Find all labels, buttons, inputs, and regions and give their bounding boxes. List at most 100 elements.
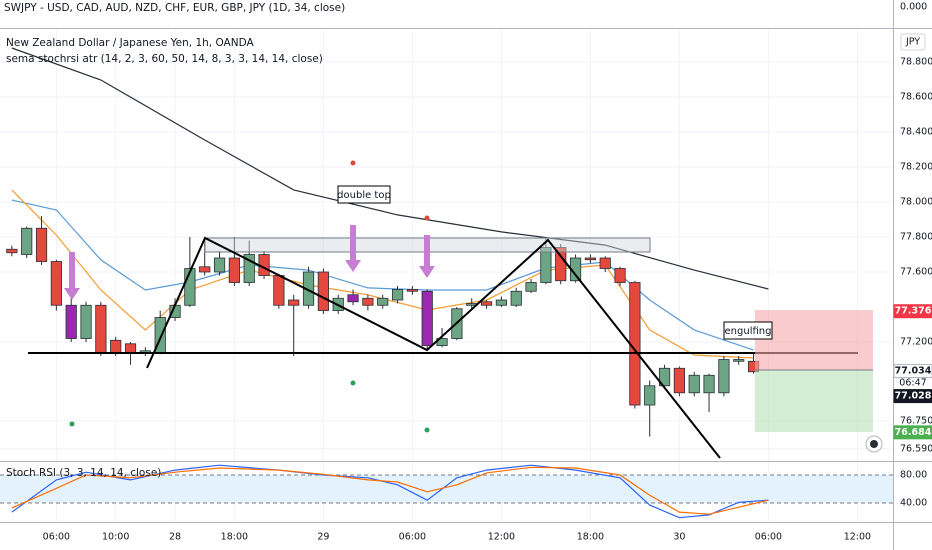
x-tick-label: 10:00: [102, 532, 129, 543]
candle-body: [525, 282, 537, 292]
candle-body: [688, 374, 700, 394]
signal-dot: [424, 215, 430, 221]
candle-body: [658, 367, 671, 387]
price-tag-label: 76.684: [895, 427, 932, 438]
candle-body: [21, 227, 33, 255]
price-tag: [893, 389, 932, 404]
currency: JPY: [905, 37, 920, 48]
candle-body: [644, 385, 656, 406]
price-tag-label: 77.034: [895, 366, 932, 377]
candle-body: [540, 247, 552, 283]
signal-dot: [350, 380, 356, 386]
signal-dot: [350, 160, 356, 166]
stoch-line: [11, 466, 769, 515]
candle-body: [347, 294, 359, 303]
swjpy-axis-label: 0.000: [900, 2, 927, 13]
price-tag: [893, 364, 932, 379]
stoch-title: Stoch RSI (3, 3, 14, 14, close): [6, 467, 161, 479]
currency-box[interactable]: [900, 33, 926, 51]
moving-average: [11, 47, 769, 290]
swjpy-title: SWJPY - USD, CAD, AUD, NZD, CHF, EUR, GB…: [4, 2, 345, 14]
candle-body: [362, 297, 374, 306]
double-top-pattern: [146, 236, 721, 459]
stoch-line: [11, 464, 769, 519]
stoch-band: [0, 475, 893, 504]
price-tag: [893, 425, 932, 440]
y-tick-label: 76.750: [900, 415, 932, 426]
y-tick-label: 77.600: [900, 267, 932, 278]
candle-body: [510, 290, 522, 306]
drawings: double top engulfing: [28, 160, 883, 459]
candle-body: [80, 304, 92, 339]
candle-body: [629, 282, 641, 406]
candle-body: [317, 271, 329, 311]
symbol-title: New Zealand Dollar / Japanese Yen, 1h, O…: [6, 37, 254, 49]
candle-body: [718, 359, 730, 394]
stop-zone: [755, 310, 873, 370]
candle-body: [406, 289, 418, 292]
candle-body: [377, 297, 389, 306]
y-tick-label: 77.200: [900, 337, 932, 348]
y-tick-label: 76.590: [900, 443, 932, 454]
x-tick-label: 30: [673, 532, 685, 543]
signal-dot: [69, 421, 75, 427]
y-tick-label: 80.00: [900, 470, 927, 481]
candle-body: [673, 367, 685, 394]
x-tick-label: 06:00: [43, 532, 70, 543]
x-tick-label: 18:00: [577, 532, 604, 543]
signal-dot: [424, 427, 430, 433]
x-tick-label: 29: [317, 532, 329, 543]
candle-body: [50, 261, 62, 306]
indicator-title: sema stochrsi atr (14, 2, 3, 60, 50, 14,…: [6, 53, 323, 65]
candle-body: [228, 257, 240, 283]
x-tick-label: 18:00: [221, 532, 248, 543]
arrows: [64, 225, 435, 300]
annotation: double top: [337, 190, 391, 201]
x-tick-label: 28: [169, 532, 181, 543]
marks-layer: [6, 47, 769, 519]
candle-body: [65, 304, 77, 339]
candle-body: [421, 290, 433, 346]
x-tick-label: 12:00: [488, 532, 515, 543]
candle-body: [273, 275, 285, 306]
annotation-box: [337, 185, 391, 204]
y-tick-label: 77.800: [900, 231, 932, 242]
candle-body: [35, 227, 48, 262]
arrow: [69, 252, 75, 288]
candle-body: [6, 248, 18, 254]
y-tick-label: 78.000: [900, 196, 932, 207]
candle-body: [95, 304, 107, 353]
arrow-head: [345, 260, 361, 272]
candle-body: [110, 339, 122, 353]
candle-body: [584, 257, 596, 261]
y-tick-label: 40.00: [900, 498, 927, 509]
arrow-head: [64, 288, 80, 300]
y-tick-label: 78.800: [900, 56, 932, 67]
annotation: engulfing: [725, 326, 772, 337]
grid-layer: [0, 29, 893, 522]
candle-body: [184, 268, 196, 306]
x-tick-label: 06:00: [399, 532, 426, 543]
candle-body: [243, 254, 255, 283]
y-tick-label: 78.600: [900, 91, 932, 102]
candle-body: [391, 289, 404, 301]
candle-body: [213, 257, 226, 273]
candle-body: [288, 299, 300, 306]
arrow: [350, 225, 356, 260]
candle-body: [703, 374, 715, 394]
candle-body: [495, 299, 507, 306]
arrow-head: [419, 266, 435, 278]
candle-body: [599, 257, 611, 269]
x-tick-label: 06:00: [755, 532, 782, 543]
y-tick-label: 78.200: [900, 161, 932, 172]
candle-body: [480, 301, 493, 306]
candle-body: [124, 343, 137, 353]
y-tick-label: 78.400: [900, 126, 932, 137]
price-tag-label: 77.028: [895, 391, 932, 402]
candle-body: [614, 268, 626, 283]
price-tag: [893, 304, 932, 319]
annotation-box: [723, 321, 773, 340]
price-tag-label: 77.376: [895, 306, 932, 317]
